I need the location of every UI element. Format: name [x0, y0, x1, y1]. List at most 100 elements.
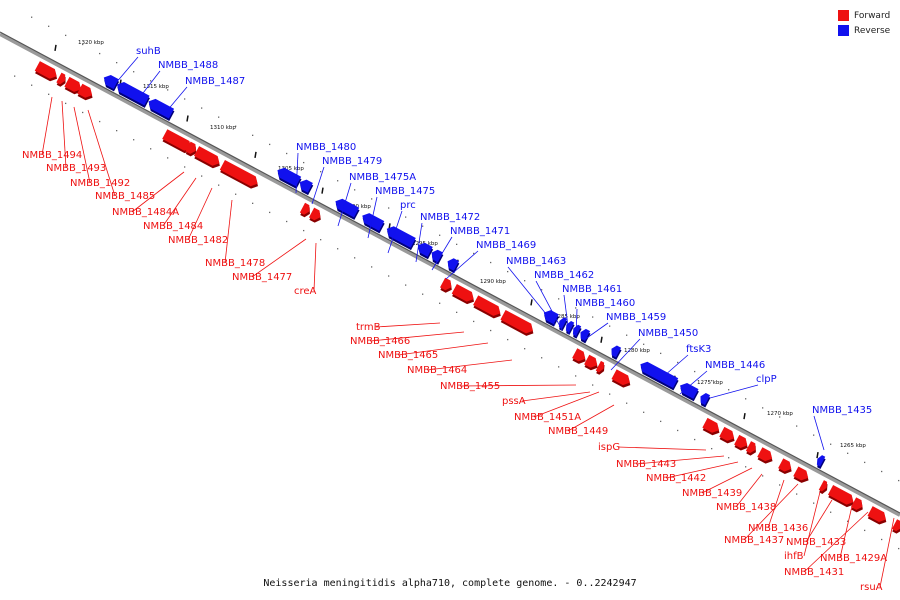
gene-label[interactable]: NMBB_1493 [46, 163, 106, 174]
gene-arrow-body[interactable] [677, 381, 699, 399]
gene-label[interactable]: NMBB_1477 [232, 272, 292, 283]
gene-arrow-body[interactable] [891, 519, 900, 532]
gene-arrow[interactable] [332, 196, 361, 220]
gene-arrow-body[interactable] [162, 129, 194, 153]
gene-arrow[interactable] [608, 344, 623, 360]
gene-label[interactable]: NMBB_1463 [506, 256, 566, 267]
gene-arrow-body[interactable] [827, 485, 856, 507]
gene-arrow-body[interactable] [415, 240, 433, 257]
gene-arrow[interactable] [611, 369, 634, 390]
gene-label[interactable]: NMBB_1484 [143, 221, 203, 232]
gene-label[interactable]: NMBB_1449 [548, 426, 608, 437]
gene-arrow-body[interactable] [757, 447, 775, 463]
gene-label[interactable]: NMBB_1460 [575, 298, 635, 309]
gene-arrow[interactable] [274, 165, 303, 189]
gene-arrow[interactable] [733, 434, 751, 453]
gene-label[interactable]: NMBB_1478 [205, 258, 265, 269]
gene-label[interactable]: NMBB_1461 [562, 284, 622, 295]
gene-arrow[interactable] [444, 256, 460, 274]
gene-label[interactable]: NMBB_1480 [296, 142, 356, 153]
gene-arrow-body[interactable] [308, 207, 323, 222]
gene-arrow[interactable] [76, 83, 96, 103]
gene-arrow[interactable] [113, 80, 150, 108]
gene-label[interactable]: suhB [136, 46, 161, 57]
gene-arrow[interactable] [451, 283, 478, 307]
gene-arrow-body[interactable] [56, 72, 67, 86]
gene-arrow[interactable] [439, 277, 455, 295]
gene-label[interactable]: NMBB_1475A [349, 172, 416, 183]
gene-arrow-body[interactable] [473, 295, 503, 318]
gene-arrow-body[interactable] [698, 392, 711, 405]
gene-arrow[interactable] [308, 207, 324, 225]
gene-arrow[interactable] [718, 426, 738, 446]
gene-label[interactable]: NMBB_1442 [646, 473, 706, 484]
gene-label[interactable]: NMBB_1494 [22, 150, 82, 161]
gene-arrow-body[interactable] [793, 466, 811, 482]
gene-label[interactable]: NMBB_1482 [168, 235, 228, 246]
gene-label[interactable]: NMBB_1433 [786, 537, 846, 548]
gene-arrow-body[interactable] [299, 202, 312, 216]
gene-arrow[interactable] [55, 72, 69, 88]
gene-arrow[interactable] [701, 417, 723, 438]
gene-arrow[interactable] [299, 202, 314, 219]
gene-arrow-body[interactable] [541, 308, 559, 325]
gene-arrow[interactable] [161, 129, 195, 155]
gene-arrow[interactable] [818, 480, 831, 495]
gene-arrow-body[interactable] [745, 441, 758, 454]
gene-arrow[interactable] [145, 97, 175, 121]
gene-arrow[interactable] [595, 360, 608, 376]
gene-arrow[interactable] [100, 73, 120, 92]
gene-label[interactable]: NMBB_1484A [112, 207, 179, 218]
gene-arrow-body[interactable] [219, 159, 260, 189]
gene-label[interactable]: NMBB_1451A [514, 412, 581, 423]
gene-arrow-body[interactable] [734, 434, 750, 450]
gene-label[interactable]: clpP [756, 374, 777, 385]
gene-arrow-body[interactable] [557, 316, 568, 329]
gene-arrow-body[interactable] [584, 354, 600, 370]
gene-arrow[interactable] [184, 141, 199, 158]
gene-arrow[interactable] [472, 295, 504, 320]
gene-arrow-body[interactable] [719, 426, 737, 443]
gene-label[interactable]: NMBB_1485 [95, 191, 155, 202]
gene-arrow-body[interactable] [818, 480, 829, 493]
gene-arrow[interactable] [571, 348, 589, 366]
gene-label[interactable]: NMBB_1459 [606, 312, 666, 323]
gene-arrow-body[interactable] [360, 211, 385, 231]
gene-arrow-body[interactable] [778, 458, 794, 473]
gene-label[interactable]: NMBB_1450 [638, 328, 698, 339]
gene-label[interactable]: rsuA [860, 582, 883, 593]
gene-arrow[interactable] [850, 497, 866, 514]
gene-arrow-body[interactable] [146, 97, 175, 119]
gene-label[interactable]: NMBB_1431 [784, 567, 844, 578]
gene-arrow[interactable] [34, 61, 61, 84]
gene-label[interactable]: NMBB_1465 [378, 350, 438, 361]
gene-arrow-body[interactable] [384, 224, 416, 248]
gene-arrow[interactable] [219, 159, 262, 191]
gene-arrow[interactable] [499, 309, 536, 338]
gene-label[interactable]: NMBB_1479 [322, 156, 382, 167]
gene-arrow[interactable] [745, 441, 760, 457]
gene-label[interactable]: NMBB_1466 [350, 336, 410, 347]
gene-arrow[interactable] [891, 519, 900, 535]
gene-arrow[interactable] [296, 177, 314, 196]
gene-arrow[interactable] [697, 392, 712, 408]
gene-arrow-body[interactable] [101, 73, 119, 89]
gene-label[interactable]: ispG [598, 442, 620, 453]
gene-label[interactable]: pssA [502, 396, 526, 407]
gene-arrow-body[interactable] [429, 248, 444, 263]
gene-arrow-body[interactable] [867, 506, 888, 524]
gene-label[interactable]: NMBB_1492 [70, 178, 130, 189]
gene-arrow-body[interactable] [439, 277, 454, 292]
gene-arrow[interactable] [777, 458, 795, 476]
gene-label[interactable]: creA [294, 286, 317, 297]
gene-arrow-body[interactable] [193, 146, 222, 168]
gene-label[interactable]: NMBB_1438 [716, 502, 776, 513]
gene-label[interactable]: ftsK3 [686, 344, 711, 355]
gene-label[interactable]: NMBB_1455 [440, 381, 500, 392]
gene-arrow-body[interactable] [850, 497, 865, 511]
gene-arrow[interactable] [570, 324, 583, 339]
gene-label[interactable]: NMBB_1464 [407, 365, 467, 376]
gene-arrow-body[interactable] [571, 324, 582, 337]
gene-arrow[interactable] [414, 240, 434, 260]
gene-label[interactable]: NMBB_1462 [534, 270, 594, 281]
